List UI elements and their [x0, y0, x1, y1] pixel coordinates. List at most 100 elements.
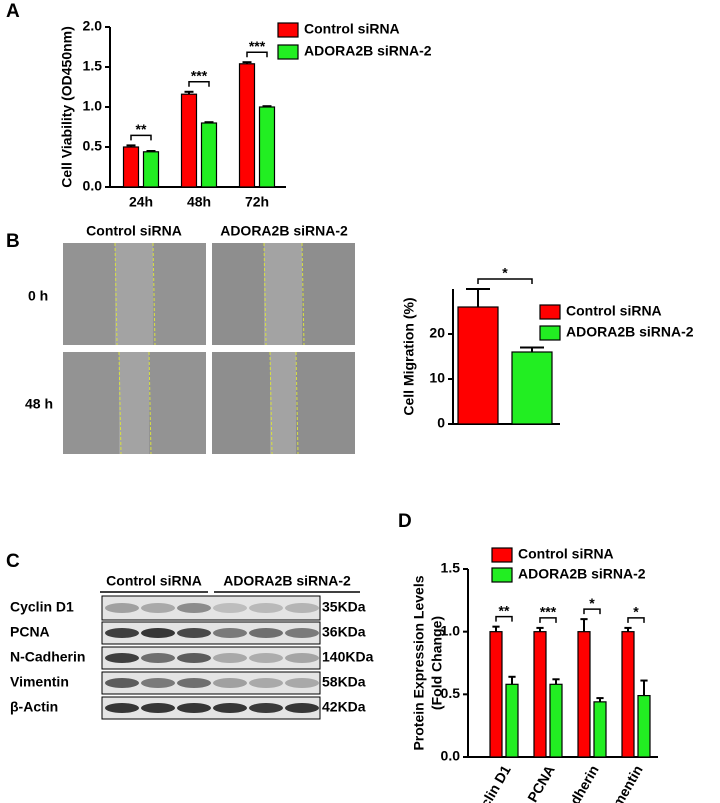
- blot-band: [249, 603, 283, 613]
- y-tick-label: 1.0: [441, 622, 461, 638]
- wound-edge: [148, 351, 152, 455]
- size-label: 42KDa: [322, 699, 366, 715]
- blot-band: [213, 653, 247, 663]
- x-tick-label: 48h: [187, 194, 211, 210]
- significance-bracket: [477, 278, 533, 284]
- blot-strip: [101, 595, 321, 621]
- y-axis-label: Cell Migration (%): [401, 297, 417, 415]
- y-axis-label: (Fold Change): [429, 616, 445, 710]
- significance-bracket: [130, 134, 152, 141]
- x-tick-label: Vinmentin: [598, 762, 646, 803]
- significance-bracket: [627, 617, 645, 623]
- blot-band: [213, 678, 247, 688]
- significance: *: [633, 604, 639, 620]
- legend-swatch: [277, 22, 299, 38]
- significance-bracket: [495, 615, 513, 622]
- row-label: 48 h: [25, 396, 53, 412]
- blot-band: [141, 628, 175, 638]
- y-tick-label: 1.5: [83, 58, 103, 74]
- significance-bracket: [583, 608, 601, 615]
- blot-band: [105, 703, 139, 713]
- legend-label: Control siRNA: [566, 303, 662, 319]
- protein-label: N-Cadherin: [10, 649, 85, 665]
- wound-edge: [263, 242, 267, 346]
- y-tick-label: 0: [437, 415, 445, 431]
- wound-images: [63, 242, 355, 455]
- panel-label: C: [6, 551, 20, 572]
- blot-band: [213, 603, 247, 613]
- blot-band: [285, 703, 319, 713]
- blot-band: [249, 628, 283, 638]
- x-tick-label: 24h: [129, 194, 153, 210]
- significance: **: [136, 121, 147, 137]
- size-label: 35KDa: [322, 599, 366, 615]
- row-label: 0 h: [28, 288, 48, 304]
- legend-label: Control siRNA: [304, 21, 400, 37]
- x-tick-label: Cyclin D1: [468, 762, 514, 803]
- y-tick-label: 1.5: [441, 560, 461, 576]
- wound-edge: [114, 242, 118, 346]
- significance: **: [499, 602, 510, 618]
- legend-swatch: [491, 547, 513, 563]
- significance: *: [589, 595, 595, 611]
- significance: ***: [191, 68, 208, 84]
- panel-label: D: [398, 511, 412, 532]
- bar: [122, 146, 140, 188]
- protein-label: Vimentin: [10, 674, 69, 690]
- y-tick-label: 0.5: [441, 685, 461, 701]
- wound-edge: [269, 351, 273, 455]
- blot-band: [177, 603, 211, 613]
- blot-band: [105, 678, 139, 688]
- bar: [258, 106, 276, 188]
- column-header: Control siRNA: [86, 223, 182, 239]
- blot-band: [177, 678, 211, 688]
- bar: [180, 93, 198, 188]
- size-label: 58KDa: [322, 674, 366, 690]
- blot-band: [213, 703, 247, 713]
- legend-swatch: [491, 567, 513, 583]
- y-tick-label: 0.0: [441, 748, 461, 764]
- bar: [505, 683, 519, 758]
- size-label: 36KDa: [322, 624, 366, 640]
- blot-band: [105, 628, 139, 638]
- wound-gap: [270, 352, 296, 454]
- wound-gap: [264, 243, 302, 345]
- bar: [457, 306, 499, 425]
- blot-band: [177, 653, 211, 663]
- significance-bracket: [188, 81, 210, 87]
- blot-band: [285, 678, 319, 688]
- y-axis-label: Cell Viability (OD450nm): [59, 26, 75, 188]
- blot-band: [213, 628, 247, 638]
- y-tick-label: 1.0: [83, 98, 103, 114]
- wound-gap: [119, 352, 149, 454]
- y-tick-label: 0.5: [83, 138, 103, 154]
- blot-band: [249, 703, 283, 713]
- legend-swatch: [539, 304, 561, 320]
- y-tick-label: 2.0: [83, 18, 103, 34]
- bar: [621, 631, 635, 758]
- wound-edge: [295, 351, 299, 455]
- blot-band: [285, 628, 319, 638]
- legend-label: ADORA2B siRNA-2: [518, 566, 646, 582]
- wound-edge: [152, 242, 156, 346]
- x-tick-label: PCNA: [524, 762, 558, 803]
- bar: [577, 631, 591, 758]
- bar: [489, 631, 503, 758]
- blot-band: [177, 703, 211, 713]
- wound-edge: [118, 351, 122, 455]
- bar: [511, 351, 553, 425]
- wound-edge: [301, 242, 305, 346]
- x-tick-label: N-cadherin: [551, 762, 601, 803]
- blot-band: [105, 603, 139, 613]
- significance-bracket: [539, 617, 557, 623]
- blot-band: [141, 603, 175, 613]
- wound-gap: [115, 243, 153, 345]
- significance-bracket: [246, 51, 268, 58]
- bar: [549, 683, 563, 758]
- legend-label: ADORA2B siRNA-2: [304, 43, 432, 59]
- column-header: Control siRNA: [106, 573, 202, 589]
- legend-label: Control siRNA: [518, 546, 614, 562]
- blot-band: [249, 653, 283, 663]
- y-tick-label: 0.0: [83, 178, 103, 194]
